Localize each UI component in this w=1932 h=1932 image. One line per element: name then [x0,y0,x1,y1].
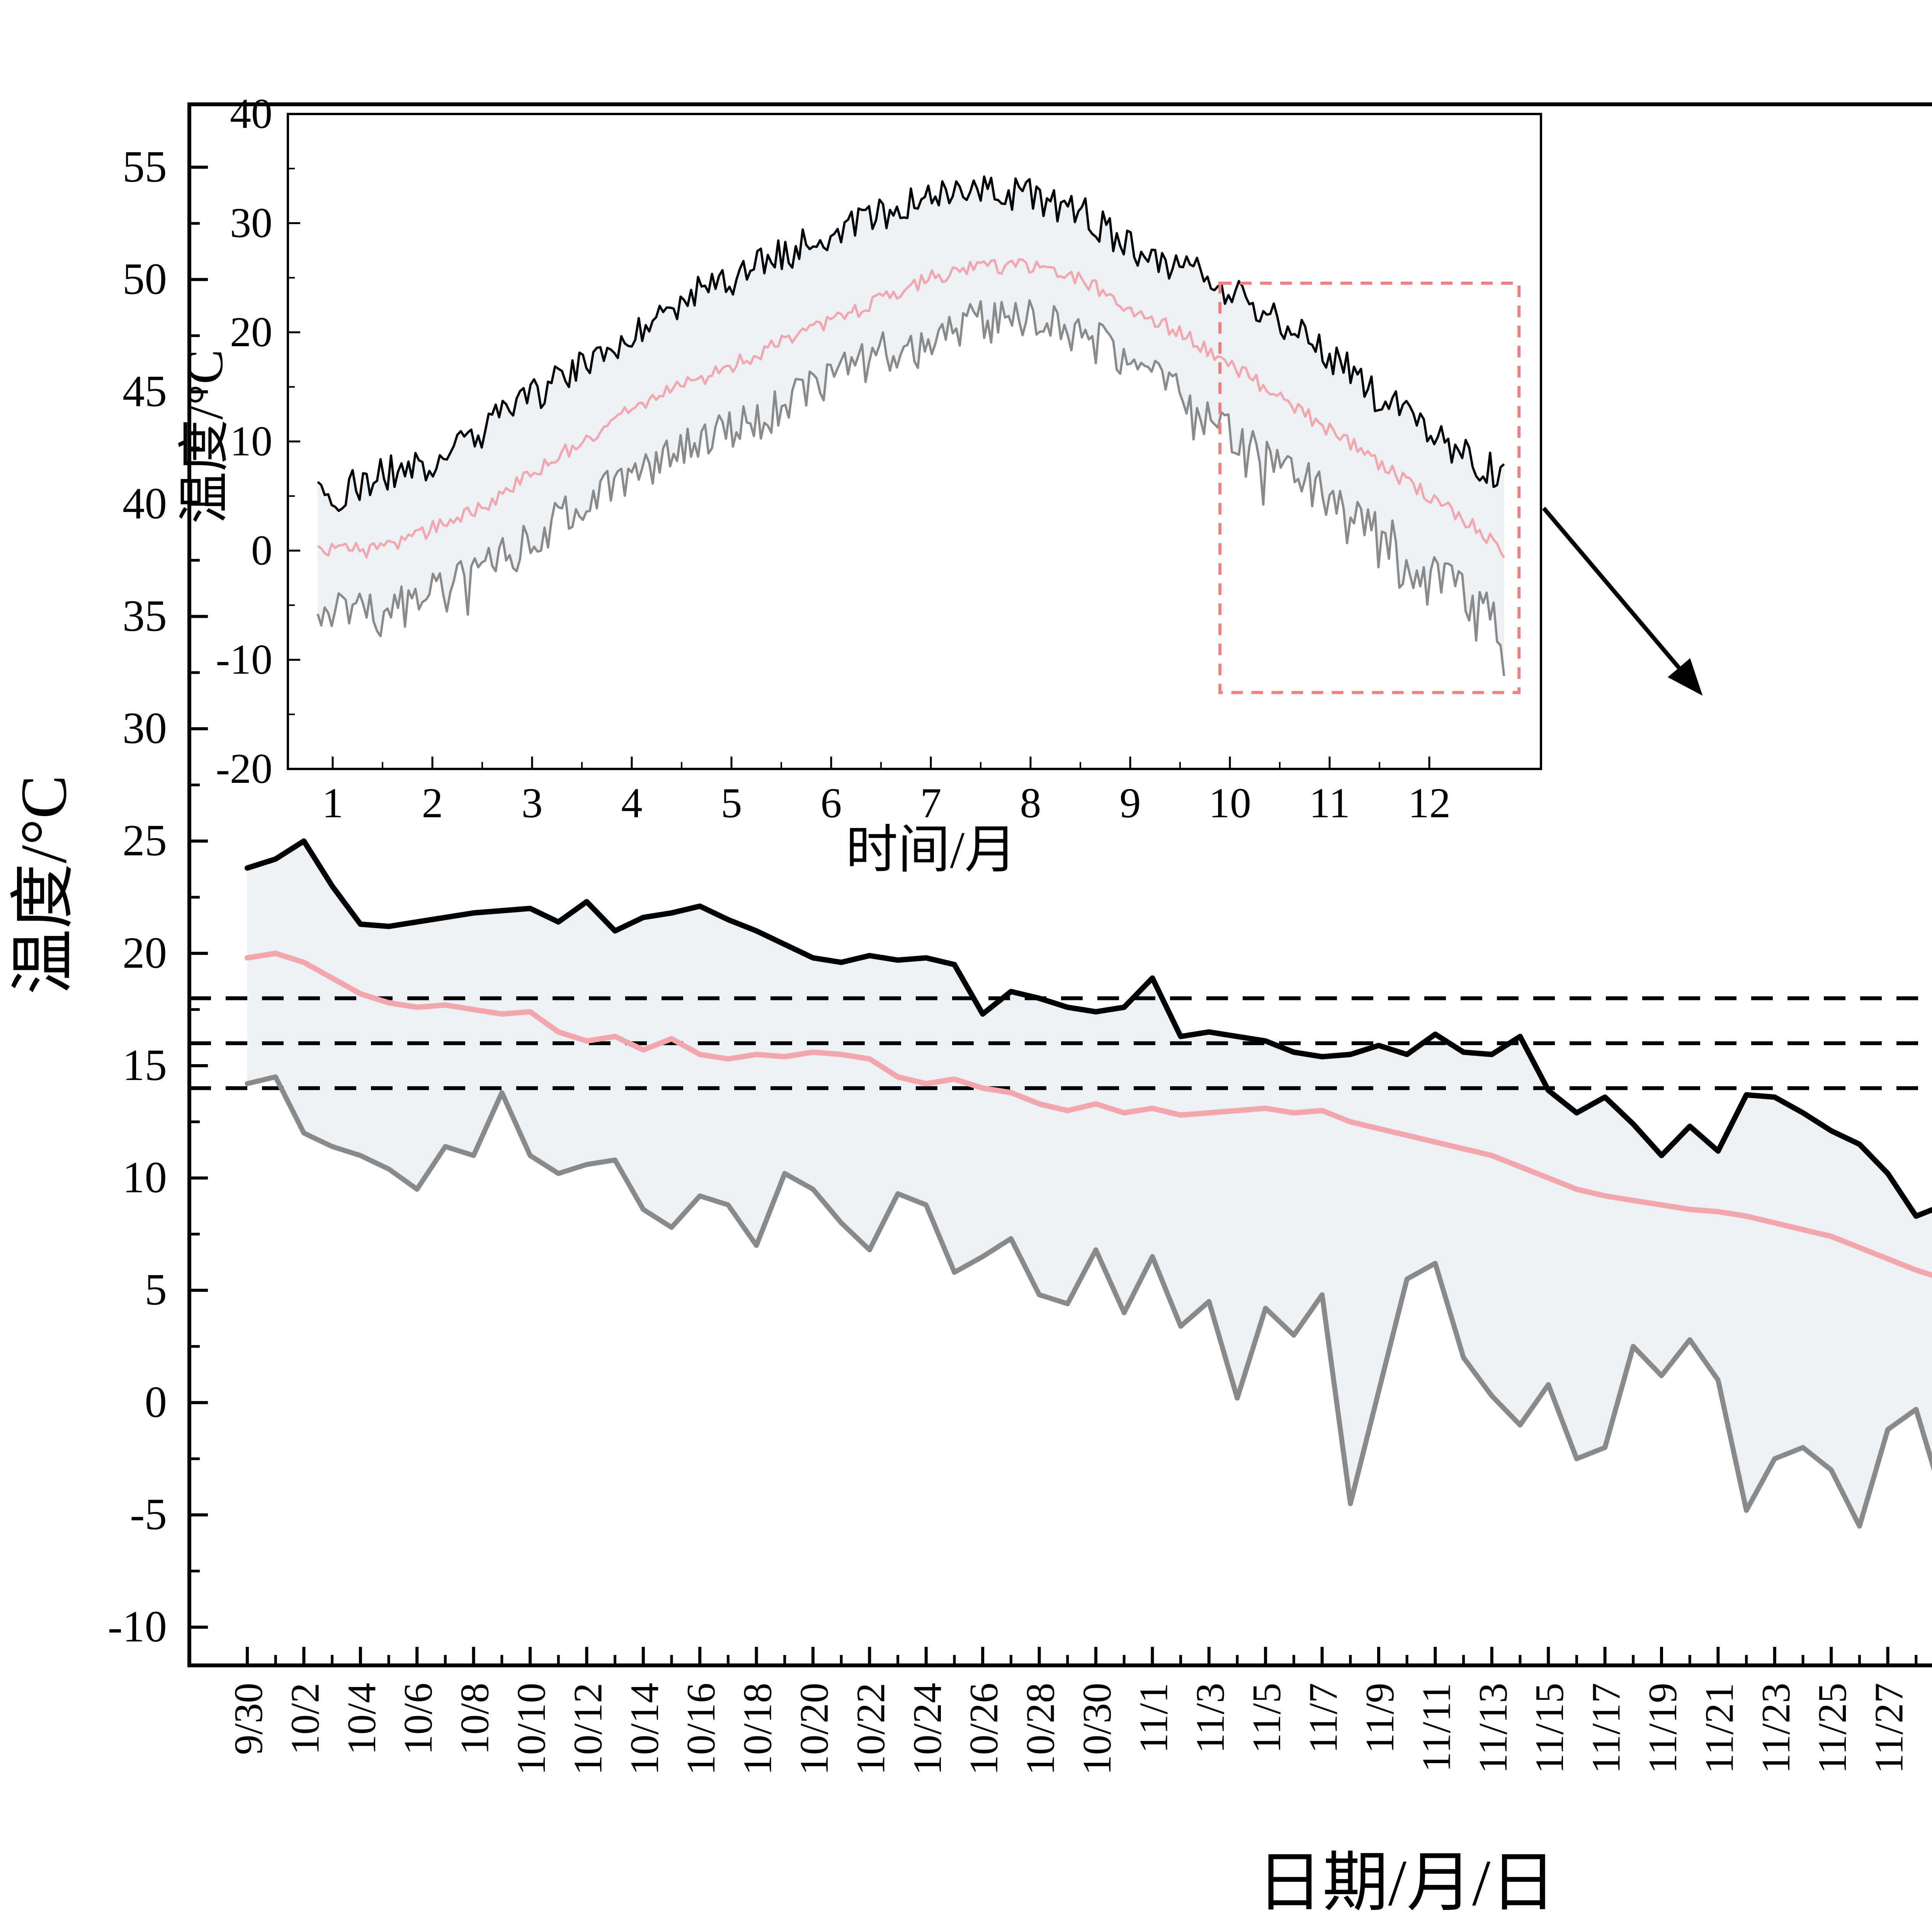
x-tick-label: 11/21 [1696,1683,1742,1774]
x-tick-label: 11/17 [1583,1683,1629,1774]
min-temp-line [245,1074,1932,1529]
temp-band [247,841,1932,1526]
x-tick-label: 11/3 [1187,1683,1233,1753]
x-tick-label: 10/28 [1018,1683,1063,1775]
x-tick-label: 10/6 [395,1683,440,1755]
x-tick-label: 11/27 [1866,1683,1912,1774]
inset-y-tick-label: 0 [251,527,272,574]
highlight-box [1218,281,1521,694]
x-tick-label: 11/15 [1527,1683,1572,1774]
x-tick-label: 9/30 [226,1683,271,1755]
x-tick-label: 11/23 [1753,1683,1798,1774]
inset-x-tick-label: 6 [821,779,842,827]
x-tick-label: 11/29 [1923,1683,1932,1774]
x-tick-label: 11/1 [1131,1683,1176,1753]
x-tick-label: 11/5 [1244,1683,1289,1753]
y-tick-label: 10 [122,1153,167,1202]
x-tick-label: 11/13 [1470,1683,1515,1774]
inset-y-tick-label: -10 [216,636,272,683]
y-tick-label: -5 [130,1490,167,1539]
x-tick-label: 10/22 [848,1683,893,1775]
main-x-axis-title: 日期/月/日 [1257,1847,1556,1919]
y-tick-label: -10 [108,1602,167,1651]
x-tick-label: 10/20 [791,1683,837,1775]
y-tick-label: 55 [122,142,167,191]
x-tick-label: 11/11 [1413,1683,1459,1772]
zoom-arrow [1542,507,1703,696]
x-tick-label: 10/18 [735,1683,780,1775]
x-tick-label: 11/7 [1301,1683,1346,1753]
inset-max-temp-line [317,175,1505,512]
x-tick-label: 11/19 [1640,1683,1685,1774]
inset-x-tick-label: 1 [322,779,344,827]
inset-y-tick-label: 40 [230,90,272,137]
main-plot-frame [187,102,1932,1667]
inset-x-tick-label: 11 [1309,779,1350,827]
y-tick-label: 40 [122,479,167,528]
inset-x-tick-label: 12 [1408,779,1451,827]
inset-x-tick-label: 2 [422,779,443,827]
inset-x-tick-label: 5 [721,779,742,827]
inset-y-tick-label: 10 [230,418,272,465]
inset-avg-temp-line [317,258,1505,559]
y-tick-label: 30 [122,704,167,753]
x-tick-label: 10/26 [961,1683,1006,1775]
x-tick-label: 10/4 [339,1683,384,1755]
x-tick-label: 10/30 [1074,1683,1119,1775]
inset-x-axis-title: 时间/月 [846,821,1017,879]
avg-temp-line [245,951,1932,1278]
x-tick-label: 10/2 [282,1683,327,1755]
y-tick-label: 45 [122,367,167,416]
y-tick-label: 15 [122,1041,167,1090]
inset-y-tick-label: 20 [230,308,272,355]
inset-x-tick-label: 3 [522,779,543,827]
inset-x-tick-label: 8 [1020,779,1041,827]
inset-x-tick-label: 7 [920,779,942,827]
y-tick-label: 25 [122,816,167,865]
main-chart: 9/30 10/2 10/4 10/6 10/8 10/10 10/12 10/14 10/16… [108,102,1932,1775]
x-tick-label: 10/12 [565,1683,610,1775]
y-tick-label: 5 [145,1265,167,1314]
x-tick-label: 11/9 [1357,1683,1402,1753]
arrow-shaft [1542,507,1681,669]
y-tick-label: 20 [122,928,167,977]
inset-x-tick-label: 9 [1120,779,1141,827]
inset-y-tick-label: -20 [216,745,272,792]
x-tick-label: 10/10 [509,1683,554,1775]
inset-y-tick-label: 30 [230,199,272,247]
x-tick-label: 10/14 [622,1683,667,1775]
x-tick-label: 10/24 [905,1683,950,1775]
arrow-head [1668,658,1703,696]
x-tick-label: 10/16 [678,1683,723,1775]
inset-y-axis-title: 温度/°C [176,349,234,524]
x-tick-label: 10/8 [452,1683,497,1755]
x-tick-label: 11/25 [1810,1683,1855,1774]
inset-min-temp-line [316,299,1505,676]
y-tick-label: 50 [122,254,167,303]
y-tick-label: 35 [122,591,167,640]
max-temp-line [245,838,1932,1219]
inset-temp-band [318,177,1504,676]
inset-x-tick-label: 4 [621,779,643,827]
y-tick-label: 0 [145,1378,167,1427]
main-y-axis-title: 温度/°C [7,775,80,995]
inset-x-tick-label: 10 [1209,779,1251,827]
